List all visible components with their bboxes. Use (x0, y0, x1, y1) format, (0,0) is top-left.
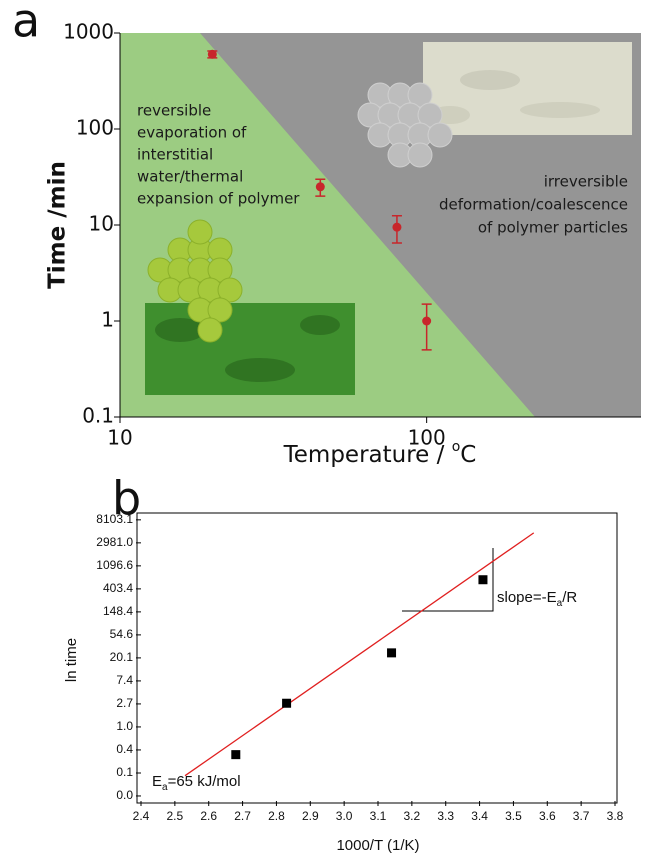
annotation: irreversible (544, 173, 628, 191)
y-axis-label: ln time (63, 638, 80, 682)
data-point (231, 750, 241, 760)
x-tick-label: 2.9 (302, 809, 319, 823)
micrograph-texture (155, 315, 340, 382)
x-tick-label: 3.7 (573, 809, 590, 823)
x-tick-label: 3.0 (336, 809, 353, 823)
annotation: Ea=65 kJ/mol (152, 773, 241, 793)
text-part: E (152, 773, 162, 790)
y-tick-label: 8103.1 (96, 512, 133, 526)
x-tick-label: 3.8 (607, 809, 624, 823)
x-tick-label: 3.2 (404, 809, 421, 823)
data-point (422, 316, 432, 326)
particle-cluster-gray (357, 82, 453, 168)
y-tick-label: 0.0 (116, 788, 133, 802)
text-part: C (460, 442, 476, 468)
text-part: /R (562, 589, 577, 606)
text-part: o (452, 439, 461, 455)
y-tick-label: 1.0 (116, 719, 133, 733)
y-tick-label: 148.4 (103, 604, 133, 618)
y-tick-label: 1096.6 (96, 558, 133, 572)
error-bar (421, 303, 432, 351)
annotation: expansion of polymer (137, 190, 300, 208)
y-tick-label: 20.1 (110, 650, 134, 664)
x-tick-label: 3.4 (471, 809, 488, 823)
x-tick-label: 2.4 (133, 809, 150, 823)
y-tick-label: 54.6 (110, 627, 134, 641)
panel-label: a (12, 0, 40, 48)
y-tick-label: 0.1 (116, 765, 133, 779)
text-part: slope=-E (497, 589, 557, 606)
y-axis-label: Time /min (45, 161, 71, 289)
x-tick-label: 2.6 (200, 809, 217, 823)
x-axis-label: 1000/T (1/K) (336, 837, 419, 854)
annotation: evaporation of (137, 124, 247, 142)
y-tick-label: 0.1 (82, 404, 114, 428)
annotation: reversible (137, 102, 211, 120)
x-tick-label: 3.3 (437, 809, 454, 823)
data-point (387, 648, 397, 658)
annotation: water/thermal (137, 168, 243, 186)
y-tick-label: 1000 (63, 20, 114, 44)
y-tick-label: 403.4 (103, 581, 133, 595)
annotation: deformation/coalescence (439, 196, 628, 214)
data-point (392, 222, 402, 232)
y-tick-label: 10 (89, 212, 114, 236)
annotation: slope=-Ea/R (497, 589, 577, 609)
data-point (282, 698, 292, 708)
annotation: of polymer particles (478, 219, 628, 237)
x-tick-label: 10 (107, 426, 132, 450)
data-point (478, 575, 488, 585)
x-tick-label: 3.5 (505, 809, 522, 823)
x-tick-label: 100 (408, 426, 446, 450)
annotation: Temperature / oC (283, 439, 477, 468)
data-point (207, 49, 217, 59)
x-tick-label: 3.6 (539, 809, 556, 823)
text-part: a (557, 598, 563, 609)
y-tick-label: 7.4 (116, 673, 133, 687)
y-tick-label: 1 (101, 308, 114, 332)
text-part: Temperature / (283, 442, 452, 468)
panel-label: b (112, 472, 141, 526)
x-tick-label: 2.5 (167, 809, 184, 823)
data-point (315, 182, 325, 192)
y-tick-label: 2.7 (116, 696, 133, 710)
y-tick-label: 100 (76, 116, 114, 140)
x-tick-label: 2.8 (268, 809, 285, 823)
y-tick-label: 0.4 (116, 742, 133, 756)
fit-line (184, 532, 535, 777)
x-tick-label: 3.1 (370, 809, 387, 823)
annotation: interstitial (137, 146, 213, 164)
x-tick-label: 2.7 (234, 809, 251, 823)
particle-cluster-green (147, 219, 243, 343)
slope-triangle (402, 548, 494, 612)
text-part: a (162, 782, 168, 793)
text-part: =65 kJ/mol (168, 773, 241, 790)
y-tick-label: 2981.0 (96, 535, 133, 549)
